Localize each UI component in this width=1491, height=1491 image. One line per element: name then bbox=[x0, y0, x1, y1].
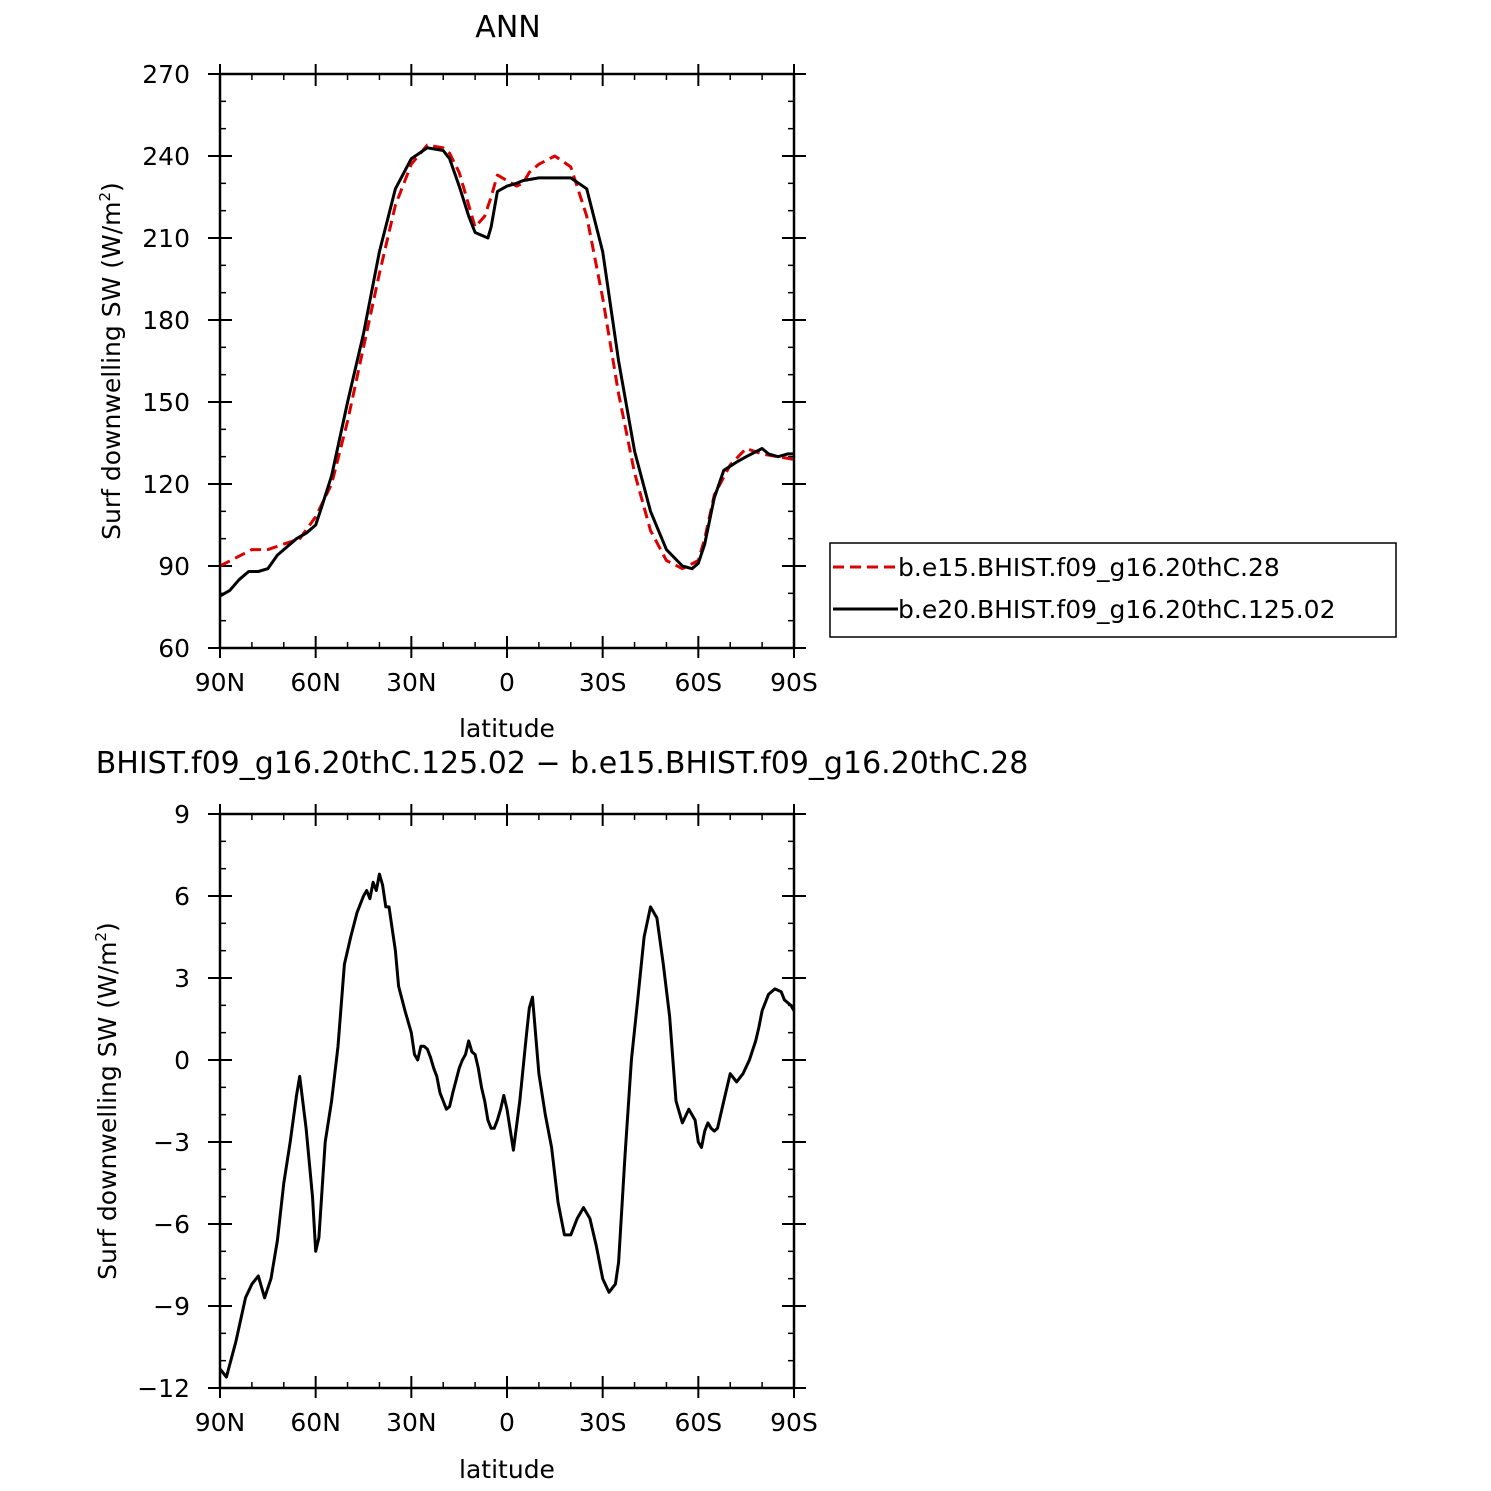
y-tick-label: −3 bbox=[153, 1128, 190, 1157]
x-tick-label: 90S bbox=[770, 1408, 818, 1437]
y-tick-label: 6 bbox=[174, 882, 190, 911]
chart-bottom-ylabel: Surf downwelling SW (W/m2) bbox=[92, 922, 122, 1280]
x-tick-label: 60N bbox=[290, 668, 341, 697]
chart-top-ticks bbox=[208, 64, 806, 658]
y-tick-label: 0 bbox=[174, 1046, 190, 1075]
y-tick-label: 180 bbox=[142, 306, 190, 335]
chart-bottom-title: BHIST.f09_g16.20thC.125.02 − b.e15.BHIST… bbox=[96, 746, 1029, 781]
y-tick-label: 9 bbox=[174, 800, 190, 829]
chart-bottom: BHIST.f09_g16.20thC.125.02 − b.e15.BHIST… bbox=[92, 746, 1028, 1484]
chart-bottom-ticks bbox=[208, 804, 806, 1398]
chart-top: ANN 90N 60N 30N 0 30S 60S 90S 60 90 120 150 180 210 2… bbox=[96, 10, 818, 743]
legend-box bbox=[829, 542, 1397, 638]
y-tick-label: 90 bbox=[158, 552, 190, 581]
legend-label-0: b.e15.BHIST.f09_g16.20thC.28 bbox=[898, 553, 1280, 582]
y-tick-label: 3 bbox=[174, 964, 190, 993]
y-tick-label: 270 bbox=[142, 60, 190, 89]
series-line-0-0 bbox=[219, 143, 795, 571]
x-tick-label: 90N bbox=[195, 1408, 246, 1437]
chart-top-xlabel: latitude bbox=[459, 714, 555, 743]
series-line-1-0 bbox=[218, 872, 796, 1379]
chart-top-title: ANN bbox=[475, 10, 540, 45]
y-tick-label: −12 bbox=[137, 1374, 190, 1403]
chart-top-series bbox=[219, 143, 795, 598]
x-tick-label: 30N bbox=[386, 1408, 437, 1437]
x-tick-label: 0 bbox=[499, 1408, 515, 1437]
legend: b.e15.BHIST.f09_g16.20thC.28 b.e20.BHIST… bbox=[829, 542, 1397, 638]
chart-bottom-xlabel: latitude bbox=[459, 1455, 555, 1484]
chart-bottom-tick-labels: 90N 60N 30N 0 30S 60S 90S −12 −9 −6 −3 0 3 6 9 bbox=[137, 800, 818, 1437]
x-tick-label: 60S bbox=[674, 1408, 722, 1437]
y-tick-label: −9 bbox=[153, 1292, 190, 1321]
y-tick-label: 240 bbox=[142, 142, 190, 171]
y-tick-label: 210 bbox=[142, 224, 190, 253]
chart-top-ylabel: Surf downwelling SW (W/m2) bbox=[96, 182, 126, 540]
x-tick-label: 0 bbox=[499, 668, 515, 697]
chart-top-frame bbox=[218, 72, 796, 650]
x-tick-label: 30N bbox=[386, 668, 437, 697]
y-tick-label: −6 bbox=[153, 1210, 190, 1239]
series-line-0-1 bbox=[219, 146, 794, 598]
x-tick-label: 90N bbox=[195, 668, 246, 697]
y-tick-label: 150 bbox=[142, 388, 190, 417]
x-tick-label: 30S bbox=[579, 668, 627, 697]
x-tick-label: 30S bbox=[579, 1408, 627, 1437]
chart-top-tick-labels: 90N 60N 30N 0 30S 60S 90S 60 90 120 150 180 210 240 27… bbox=[142, 60, 818, 697]
x-tick-label: 60S bbox=[674, 668, 722, 697]
x-tick-label: 60N bbox=[290, 1408, 341, 1437]
chart-bottom-series bbox=[218, 872, 796, 1379]
y-tick-label: 120 bbox=[142, 470, 190, 499]
x-tick-label: 90S bbox=[770, 668, 818, 697]
chart-bottom-frame bbox=[218, 812, 796, 1390]
legend-label-1: b.e20.BHIST.f09_g16.20thC.125.02 bbox=[898, 595, 1335, 624]
y-tick-label: 60 bbox=[158, 634, 190, 663]
